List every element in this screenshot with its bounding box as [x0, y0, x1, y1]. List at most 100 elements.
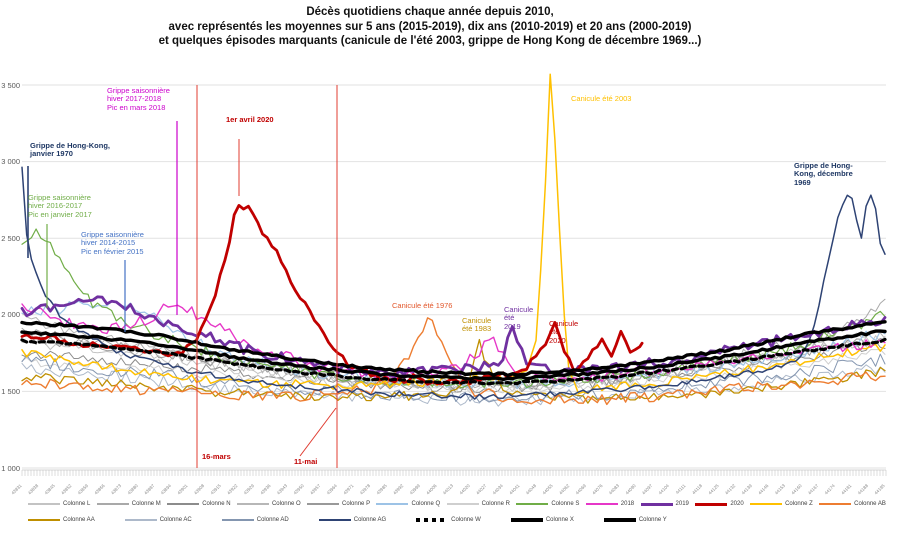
x-tick-label: 44146 [757, 483, 770, 496]
legend-item: Colonne L [28, 501, 90, 507]
legend-item: Colonne P [307, 501, 370, 507]
series-2020 [20, 204, 644, 386]
legend-item: Colonne AB [819, 501, 886, 507]
x-tick-label: 43957 [309, 483, 322, 496]
series-2018 [21, 303, 886, 383]
legend-marker [236, 503, 269, 505]
x-tick-label: 43866 [93, 483, 106, 496]
legend-marker [124, 519, 157, 521]
legend-marker [416, 518, 449, 522]
legend-marker [221, 519, 254, 521]
annotation-grippe-2014-2015: Grippe saisonnière hiver 2014-2015 Pic e… [81, 230, 144, 256]
x-tick-label: 44195 [873, 483, 886, 496]
series-colonne-aa [21, 338, 886, 404]
annotation-grippe-2016-2017: Grippe saisonnière hiver 2016-2017 Pic e… [28, 193, 92, 219]
chart-title-line2: avec représentés les moyennes sur 5 ans … [168, 20, 692, 33]
x-tick-label: 44041 [508, 483, 521, 496]
x-tick-label: 44104 [658, 483, 671, 496]
legend-item: Colonne AG [318, 517, 387, 523]
x-tick-label: 44062 [558, 483, 571, 496]
series-colonne-p [21, 333, 886, 391]
x-tick-label: 43978 [359, 483, 372, 496]
x-tick-label: 44083 [608, 483, 621, 496]
y-tick-label: 3 000 [1, 157, 20, 167]
legend-marker [376, 503, 409, 505]
legend-item: Colonne M [96, 501, 161, 507]
legend-item: Colonne AC [124, 517, 192, 523]
x-tick-label: 44167 [807, 483, 820, 496]
legend-label: Colonne Y [638, 517, 667, 523]
legend-row-1: Colonne L Colonne M Colonne N Colonne O Colo… [28, 501, 886, 507]
legend-label: Colonne L [63, 501, 91, 507]
x-tick-label: 44118 [691, 483, 703, 495]
x-tick-label: 43992 [392, 483, 405, 496]
legend-label: 2018 [620, 501, 635, 507]
x-tick-label: 44132 [724, 483, 737, 496]
x-tick-label: 43845 [44, 483, 57, 496]
legend-item: Colonne Z [750, 501, 813, 507]
x-tick-label: 43943 [276, 483, 289, 496]
legend-marker [307, 503, 340, 505]
series-colonne-ag [21, 166, 886, 400]
legend-row-2: Colonne AA Colonne AC Colonne AD Colonne AG… [28, 517, 886, 523]
x-tick-label: 43887 [143, 483, 156, 496]
legend-item: 2020 [695, 501, 744, 507]
annotation-canicule-ete-2003: Canicule été 2003 [571, 94, 632, 103]
x-tick-label: 43950 [292, 483, 305, 496]
legend-item: Colonne Q [376, 501, 440, 507]
x-tick-label: 43929 [243, 483, 256, 496]
y-tick-label: 2 000 [1, 310, 20, 320]
series-colonne-ab [21, 317, 886, 406]
annotation-grippe-hong-kong-janvier-1970: Grippe de Hong-Kong, janvier 1970 [30, 141, 110, 159]
x-tick-label: 44055 [541, 483, 554, 496]
series-colonne-w [20, 337, 887, 386]
legend-label: Colonne Q [411, 501, 441, 507]
legend-marker [446, 503, 479, 505]
legend-marker [640, 502, 673, 506]
legend-item: Colonne S [516, 501, 579, 507]
annotation-onze-mai: 11-mai [294, 457, 318, 466]
y-tick-label: 1 000 [1, 463, 20, 473]
legend-marker [318, 519, 351, 521]
annotation-grippe-hong-kong-decembre-1969: Grippe de Hong- Kong, décembre 1969 [794, 161, 853, 187]
x-tick-label: 43831 [10, 483, 23, 496]
x-tick-label: 43922 [226, 483, 239, 496]
legend-label: Colonne AC [159, 517, 192, 523]
legend-item: Colonne AD [221, 517, 289, 523]
legend-label: Colonne W [451, 517, 481, 523]
legend-item: 2019 [640, 501, 689, 507]
legend-item: Colonne W [416, 517, 481, 523]
legend: Colonne L Colonne M Colonne N Colonne O Colo… [28, 501, 886, 523]
annotation-canicule-ete-1976: Canicule été 1976 [392, 301, 453, 310]
x-tick-label: 44048 [525, 483, 538, 496]
chart-title-line3: et quelques épisodes marquants (canicule… [158, 35, 702, 48]
annotation-canicule-ete-1983: Canicule été 1983 [462, 316, 492, 334]
x-tick-label: 44090 [624, 483, 637, 496]
x-tick-label: 43964 [326, 483, 339, 496]
legend-marker [28, 519, 60, 521]
legend-label: Colonne AB [854, 501, 886, 507]
x-tick-label: 44160 [790, 483, 803, 496]
legend-label: Colonne R [481, 501, 510, 507]
x-tick-label: 43852 [60, 483, 73, 496]
legend-label: Colonne N [202, 501, 231, 507]
legend-label: Colonne AG [353, 517, 387, 523]
y-tick-label: 3 500 [1, 80, 20, 90]
x-tick-label: 44125 [707, 483, 720, 496]
legend-marker [819, 503, 852, 505]
x-tick-label: 43908 [193, 483, 206, 496]
annotation-seize-mars: 16-mars [202, 452, 231, 461]
chart-title: Décès quotidiens chaque année depuis 201… [0, 5, 860, 49]
x-tick-label: 44027 [475, 483, 488, 496]
x-tick-label: 44069 [575, 483, 588, 496]
legend-item: Colonne R [446, 501, 510, 507]
legend-item: Colonne N [167, 501, 231, 507]
legend-label: Colonne S [551, 501, 580, 507]
y-tick-label: 2 500 [1, 233, 20, 243]
x-tick-label: 43971 [342, 483, 355, 496]
x-tick-label: 44034 [492, 483, 505, 496]
legend-marker [750, 503, 783, 505]
x-tick-label: 43901 [176, 483, 189, 496]
